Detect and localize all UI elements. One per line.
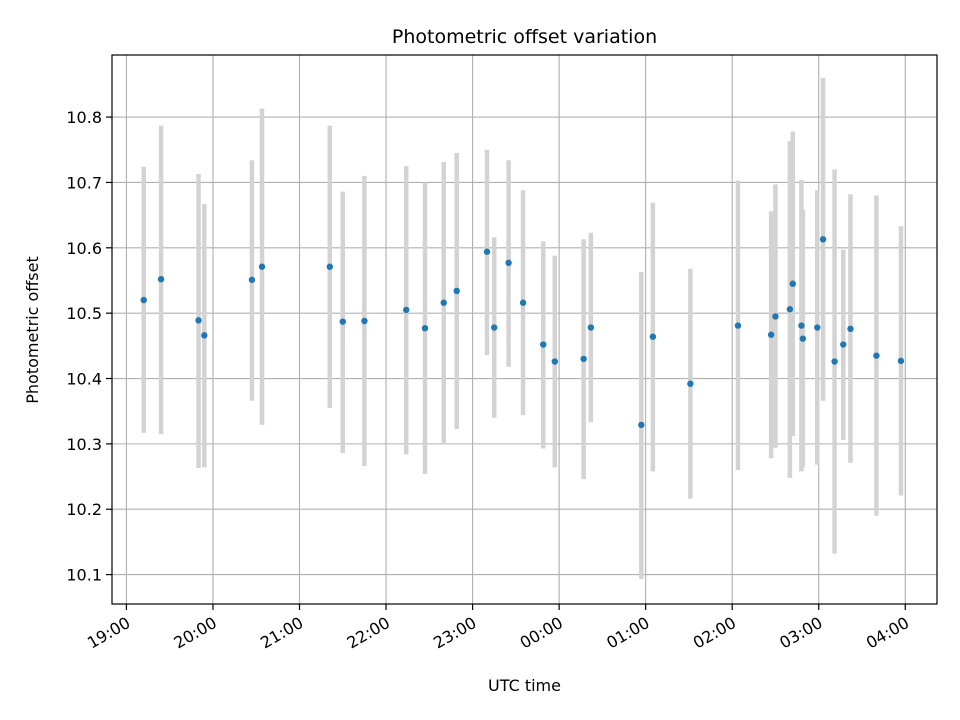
- data-point: [491, 324, 498, 331]
- y-tick-label: 10.8: [66, 108, 102, 127]
- data-point: [519, 299, 527, 306]
- data-point: [897, 357, 905, 365]
- y-tick-label: 10.2: [66, 500, 102, 519]
- data-point: [734, 322, 742, 329]
- data-point: [483, 248, 491, 255]
- data-point: [580, 355, 587, 363]
- y-tick-label: 10.3: [66, 435, 102, 454]
- data-point: [540, 341, 547, 348]
- data-point: [361, 317, 368, 325]
- data-point: [819, 236, 827, 243]
- plot-frame: [111, 54, 938, 605]
- y-tick-label: 10.6: [66, 239, 102, 258]
- data-point: [339, 318, 346, 325]
- y-tick-label: 10.7: [66, 173, 102, 192]
- data-point: [638, 421, 645, 429]
- data-point: [505, 259, 512, 267]
- data-point: [201, 332, 208, 339]
- chart-title: Photometric offset variation: [392, 26, 657, 48]
- data-point: [140, 296, 147, 304]
- data-point: [767, 331, 775, 338]
- y-tick-label: 10.1: [66, 566, 102, 585]
- data-point: [814, 324, 821, 331]
- data-point: [789, 280, 796, 287]
- data-point: [403, 306, 410, 314]
- data-point: [421, 324, 429, 332]
- data-point: [248, 276, 256, 284]
- data-point: [847, 325, 854, 333]
- data-point: [326, 263, 333, 270]
- data-points: [140, 236, 905, 429]
- x-axis-label: UTC time: [488, 676, 561, 695]
- data-point: [258, 263, 266, 270]
- data-point: [587, 324, 595, 331]
- y-axis-label: Photometric offset: [23, 256, 42, 404]
- data-point: [195, 317, 202, 324]
- data-point: [873, 352, 880, 359]
- y-tick-label: 10.4: [66, 370, 102, 389]
- data-point: [453, 287, 460, 295]
- data-point: [840, 341, 847, 348]
- data-point: [786, 306, 794, 313]
- data-point: [772, 313, 779, 320]
- data-point: [649, 333, 657, 340]
- data-point: [440, 299, 447, 306]
- y-axis-ticks: 10.1 10.2 10.3 10.4 10.5 10.6 10.7 10.8: [66, 108, 112, 585]
- data-point: [799, 335, 807, 342]
- data-point: [831, 358, 838, 365]
- data-point: [798, 322, 805, 329]
- data-point: [157, 275, 165, 283]
- y-tick-label: 10.5: [66, 304, 102, 323]
- data-point: [551, 358, 558, 365]
- data-point: [687, 380, 694, 387]
